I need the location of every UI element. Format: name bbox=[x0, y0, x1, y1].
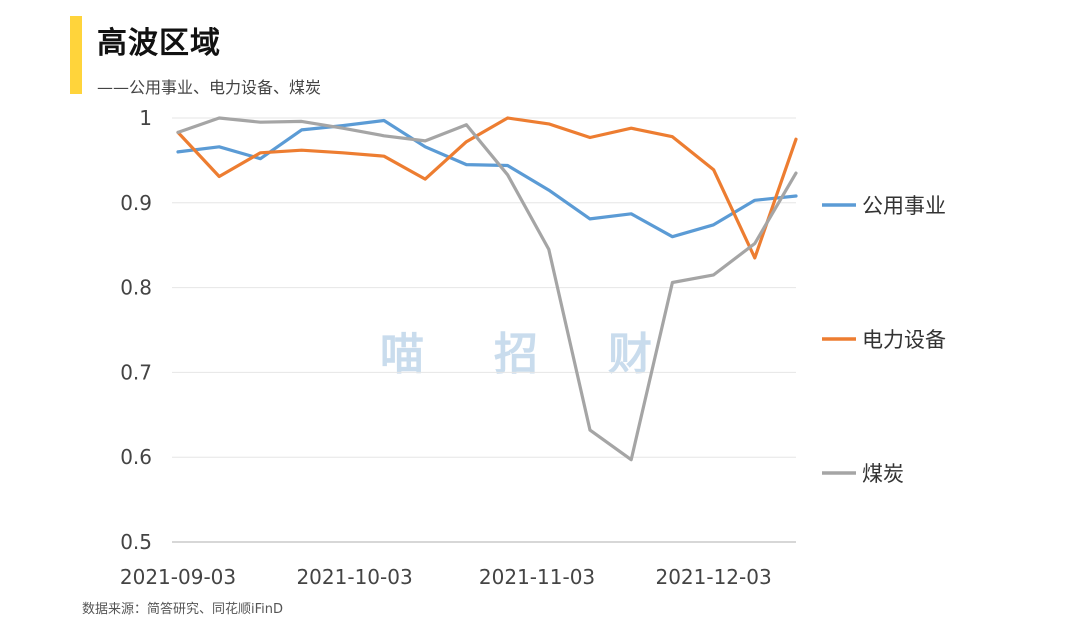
watermark: 喵招财 bbox=[380, 318, 722, 382]
series-line-2 bbox=[176, 116, 798, 260]
legend-label: 公用事业 bbox=[862, 194, 946, 218]
y-tick-label: 0.6 bbox=[120, 445, 152, 469]
x-axis-ticks: 2021-09-03 2021-10-03 2021-11-03 2021-12-03 bbox=[120, 565, 772, 589]
y-tick-label: 1 bbox=[139, 106, 152, 130]
page-title: 高波区域 bbox=[97, 26, 221, 61]
y-axis-ticks: 1 0.9 0.8 0.7 0.6 0.5 bbox=[120, 106, 152, 554]
legend-label: 电力设备 bbox=[862, 328, 946, 352]
x-tick-label: 2021-12-03 bbox=[655, 565, 771, 589]
watermark-char-2: 招 bbox=[494, 329, 538, 380]
title-accent-bar bbox=[70, 16, 82, 94]
chart-grid bbox=[172, 117, 796, 458]
y-tick-label: 0.7 bbox=[120, 360, 152, 384]
x-tick-label: 2021-09-03 bbox=[120, 565, 236, 589]
page-subtitle: ——公用事业、电力设备、煤炭 bbox=[97, 78, 322, 97]
x-tick-label: 2021-11-03 bbox=[479, 565, 595, 589]
legend-label: 煤炭 bbox=[862, 462, 904, 486]
watermark-char-1: 喵 bbox=[380, 329, 424, 380]
chart-series bbox=[176, 116, 798, 462]
y-tick-label: 0.8 bbox=[120, 276, 152, 300]
x-tick-label: 2021-10-03 bbox=[296, 565, 412, 589]
series-line-3 bbox=[176, 116, 798, 462]
data-source-note: 数据来源：简答研究、同花顺iFinD bbox=[82, 602, 284, 617]
y-tick-label: 0.5 bbox=[120, 530, 152, 554]
watermark-char-3: 财 bbox=[608, 329, 652, 380]
y-tick-label: 0.9 bbox=[120, 191, 152, 215]
series-line-1 bbox=[176, 118, 798, 239]
